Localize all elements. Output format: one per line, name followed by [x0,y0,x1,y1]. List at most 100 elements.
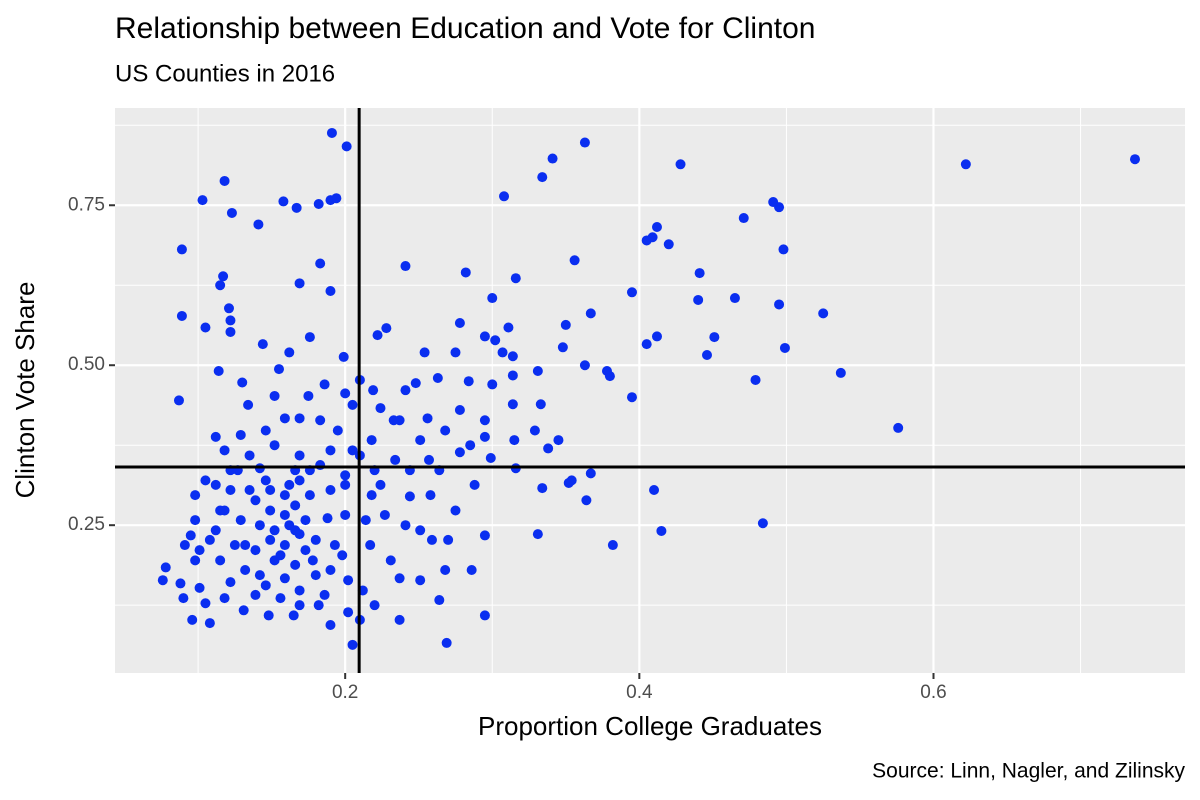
point [210,479,221,490]
point [497,347,508,358]
point [738,213,749,224]
point [375,403,386,414]
point [250,545,261,556]
point [601,365,612,376]
point [265,484,276,495]
point [325,620,336,631]
point [415,575,426,586]
x-tick-label: 0.2 [332,682,358,703]
point [487,293,498,304]
point [310,534,321,545]
point [269,390,280,401]
point [532,529,543,540]
point [343,607,354,618]
point [279,509,290,520]
point [294,600,305,611]
point [244,450,255,461]
point [215,505,226,516]
point [547,153,558,164]
point [626,392,637,403]
point [190,555,201,566]
point [465,440,476,451]
x-tick-label: 0.6 [920,682,946,703]
point [340,509,351,520]
point [454,405,465,416]
point [343,575,354,586]
point [225,577,236,588]
point [585,468,596,479]
point [290,559,301,570]
point [279,573,290,584]
point [254,570,265,581]
point [535,399,546,410]
point [768,197,779,208]
y-tick-label: 0.75 [68,194,105,215]
point [225,484,236,495]
point [425,490,436,501]
point [651,331,662,342]
point [454,317,465,328]
point [315,258,326,269]
point [463,376,474,387]
point [300,515,311,526]
point [366,490,377,501]
point [579,360,590,371]
point [656,525,667,536]
point [304,490,315,501]
point [507,399,518,410]
point [729,293,740,304]
plot-panel [115,108,1185,673]
point [649,484,660,495]
point [709,332,720,343]
point [238,605,249,616]
point [694,268,705,279]
point [329,540,340,551]
point [179,540,190,551]
x-tick-label: 0.4 [626,682,653,703]
point [240,564,251,575]
point [275,593,286,604]
point [368,385,379,396]
point [194,545,205,556]
point [553,435,564,446]
point [557,342,568,353]
point [332,425,343,436]
point [365,540,376,551]
point [175,578,186,589]
chart-subtitle: US Counties in 2016 [115,60,335,87]
point [210,525,221,536]
point [313,600,324,611]
point [479,431,490,442]
point [400,261,411,272]
point [394,573,405,584]
point [347,639,358,650]
point [187,614,198,625]
point [243,399,254,410]
point [200,598,211,609]
point [279,490,290,501]
point [503,322,514,333]
point [626,287,637,298]
x-axis-label: Proportion College Graduates [478,711,822,741]
point [229,540,240,551]
point [509,435,520,446]
point [369,600,380,611]
point [284,347,295,358]
point [440,425,451,436]
point [204,534,215,545]
point [326,127,337,138]
point [340,388,351,399]
point [651,222,662,233]
point [253,219,264,230]
points [157,127,1140,650]
y-tick-label: 0.25 [68,514,105,535]
point [693,294,704,305]
point [385,555,396,566]
point [487,379,498,390]
point [322,513,333,524]
point [1129,154,1140,165]
point [675,159,686,170]
point [757,518,768,529]
point [360,515,371,526]
